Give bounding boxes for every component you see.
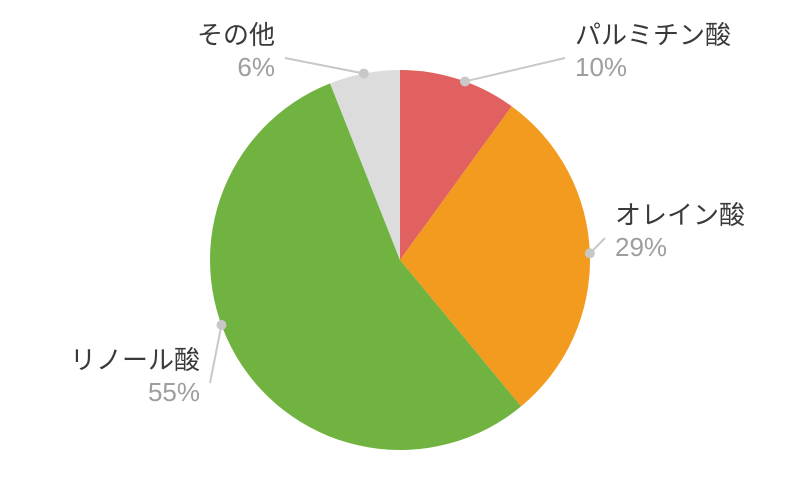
leader-line xyxy=(285,58,364,73)
slice-label: その他6% xyxy=(197,20,275,83)
leader-line xyxy=(465,58,565,81)
slice-label: リノール酸55% xyxy=(70,345,200,408)
slice-label-percent: 10% xyxy=(575,52,731,84)
leader-line xyxy=(210,325,221,383)
leader-line xyxy=(590,238,605,253)
slice-label-name: リノール酸 xyxy=(70,345,200,377)
slice-label-name: その他 xyxy=(197,20,275,52)
pie-chart-container: パルミチン酸10% オレイン酸29% リノール酸55% その他6% xyxy=(0,0,800,500)
slice-label-percent: 29% xyxy=(615,232,745,264)
slice-label: パルミチン酸10% xyxy=(575,20,731,83)
slice-label: オレイン酸29% xyxy=(615,200,745,263)
slice-label-percent: 6% xyxy=(197,52,275,84)
slice-label-percent: 55% xyxy=(70,377,200,409)
slice-label-name: オレイン酸 xyxy=(615,200,745,232)
slice-label-name: パルミチン酸 xyxy=(575,20,731,52)
